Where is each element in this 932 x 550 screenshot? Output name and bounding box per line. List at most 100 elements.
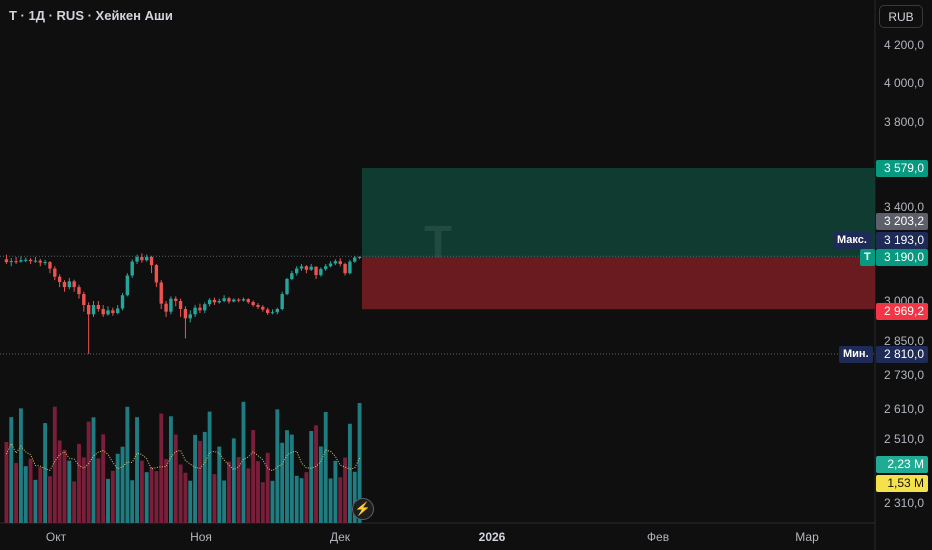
candle-body: [324, 266, 328, 270]
volume-bar: [241, 401, 246, 523]
candle-body: [53, 268, 57, 277]
volume-bar: [33, 479, 38, 523]
candle-body: [275, 309, 280, 313]
candle-body: [357, 257, 362, 258]
candle-body: [14, 261, 18, 263]
volume-bar: [159, 413, 164, 523]
candle-body: [328, 263, 333, 267]
volume-bar: [91, 417, 96, 523]
candle-body: [24, 259, 28, 261]
candle-body: [57, 276, 62, 283]
volume-bar: [275, 409, 280, 523]
target-price-label: 3 579,0: [876, 160, 928, 177]
candle-body: [96, 305, 101, 309]
candle-body: [120, 295, 125, 309]
volume-bar: [164, 459, 169, 523]
candle-body: [38, 260, 42, 263]
min-tag: Мин.: [839, 346, 873, 363]
volume-bar: [333, 460, 338, 523]
volume-bar: [125, 406, 130, 523]
candle-body: [72, 281, 76, 288]
volume-bar: [168, 416, 173, 523]
y-tick: 2 850,0: [884, 334, 925, 348]
candle-body: [145, 257, 149, 261]
candle-body: [183, 309, 188, 319]
candle-body: [232, 299, 236, 302]
candle-body: [101, 309, 105, 315]
candle-body: [241, 299, 246, 301]
lightning-icon[interactable]: ⚡: [352, 498, 374, 520]
volume-bar: [299, 478, 304, 523]
volume-bar: [347, 423, 352, 523]
volume-bar: [14, 462, 19, 523]
volume-bar: [178, 464, 183, 523]
volume-bar: [285, 430, 289, 523]
candle-body: [319, 269, 323, 276]
volume-bar: [270, 480, 275, 523]
volume-bar: [231, 438, 236, 523]
candle-body: [154, 265, 159, 283]
candle-body: [106, 310, 110, 315]
candle-body: [212, 299, 217, 303]
candle-body: [174, 298, 178, 301]
candle-body: [82, 294, 86, 305]
candle-body: [203, 304, 207, 311]
volume-bar: [18, 408, 23, 523]
y-tick: 3 400,0: [884, 200, 925, 214]
candle-body: [270, 312, 275, 314]
volume-bar: [144, 472, 149, 523]
volume-bar: [318, 446, 323, 523]
volume-bar: [251, 430, 256, 523]
y-tick: 2 610,0: [884, 402, 925, 416]
candle-body: [338, 261, 342, 264]
volume-bar: [352, 471, 357, 523]
volume-bar: [188, 480, 193, 523]
max-tag: Макс.: [833, 232, 871, 249]
volume-bar: [294, 475, 299, 523]
candle-body: [159, 282, 163, 304]
candle-body: [33, 260, 38, 262]
volume-bar: [212, 474, 217, 523]
candle-body: [261, 306, 265, 310]
candle-body: [140, 257, 144, 261]
volume-bar: [256, 461, 260, 523]
candle-body: [4, 259, 9, 263]
volume-bar: [260, 482, 265, 523]
volume-bar: [222, 480, 227, 523]
x-tick: Ноя: [190, 530, 212, 544]
currency-button[interactable]: RUB: [879, 5, 923, 28]
candle-body: [290, 273, 294, 279]
loss-zone: [362, 257, 875, 310]
profit-zone: [362, 168, 875, 257]
candle-body: [222, 298, 226, 301]
candle-body: [217, 301, 221, 303]
volume-bar: [38, 467, 43, 523]
volume-bar: [77, 443, 81, 523]
candle-body: [28, 259, 33, 262]
symbol-title[interactable]: Т · 1Д · RUS · Хейкен Аши: [9, 8, 173, 23]
candle-body: [304, 266, 309, 270]
candle-body: [115, 308, 120, 313]
y-tick: 4 000,0: [884, 76, 925, 90]
volume-bar: [52, 406, 57, 523]
y-tick: 3 800,0: [884, 115, 925, 129]
candle-body: [9, 261, 13, 263]
candle-body: [178, 301, 183, 309]
x-tick: Фев: [646, 530, 670, 544]
volume-bar: [197, 440, 202, 523]
volume-bar: [28, 458, 33, 523]
volume-bar: [309, 431, 314, 523]
candle-body: [343, 263, 347, 274]
volume-bar: [9, 417, 14, 523]
x-tick: Мар: [795, 530, 819, 544]
volume-bar: [304, 472, 309, 523]
x-tick: Окт: [45, 530, 67, 544]
volume-bar: [193, 434, 198, 523]
y-tick: 4 200,0: [884, 38, 925, 52]
volume-bar: [110, 470, 115, 523]
volume-bar: [202, 431, 207, 523]
candle-body: [169, 298, 173, 312]
volume-bar: [343, 457, 348, 523]
candle-body: [149, 257, 154, 266]
